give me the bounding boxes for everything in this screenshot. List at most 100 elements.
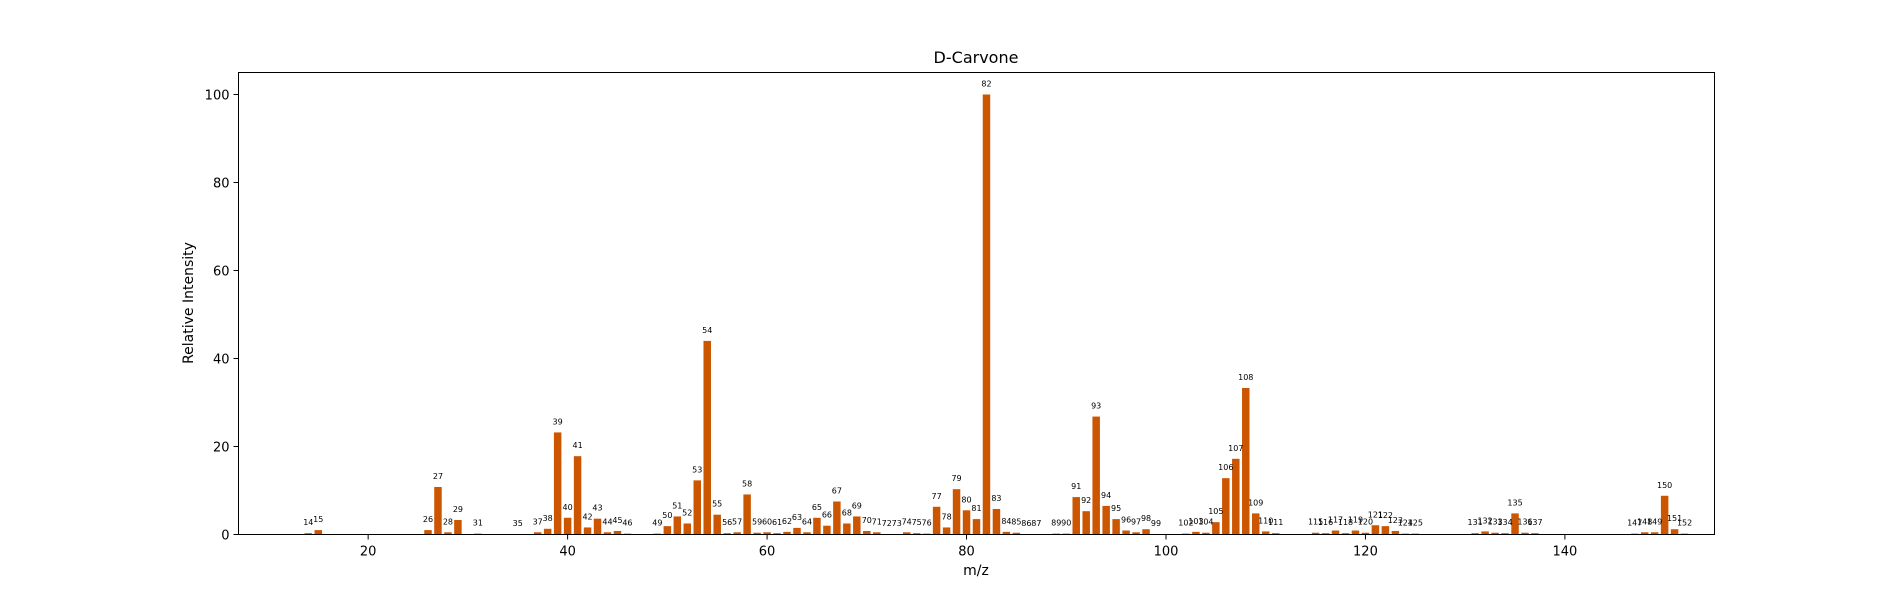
peak-label-mz-125: 125: [1408, 519, 1423, 528]
bar-mz-26: [424, 530, 432, 535]
peak-label-mz-137: 137: [1527, 518, 1542, 527]
bar-mz-53: [693, 480, 701, 535]
bar-mz-51: [673, 516, 682, 535]
bar-mz-95: [1112, 519, 1120, 535]
bar-mz-110: [1261, 531, 1270, 535]
peak-label-mz-50: 50: [662, 511, 672, 520]
bar-mz-79: [952, 489, 961, 535]
bar-mz-29: [454, 519, 462, 535]
bar-mz-119: [1351, 530, 1360, 535]
peak-label-mz-150: 150: [1657, 481, 1672, 490]
peak-label-mz-110: 110: [1258, 516, 1273, 525]
peak-label-mz-81: 81: [971, 504, 981, 513]
bars-group: [304, 94, 1689, 535]
peak-label-mz-29: 29: [453, 505, 463, 514]
peak-label-mz-147: 147: [1627, 519, 1642, 528]
x-tick-label-40: 40: [559, 545, 576, 560]
peak-label-mz-134: 134: [1497, 518, 1512, 527]
x-tick-label-140: 140: [1552, 545, 1577, 560]
peak-label-mz-94: 94: [1101, 491, 1111, 500]
peak-label-mz-63: 63: [792, 513, 802, 522]
peak-label-mz-65: 65: [812, 503, 822, 512]
peak-label-mz-107: 107: [1228, 444, 1243, 453]
peak-label-mz-26: 26: [423, 515, 433, 524]
bar-mz-81: [972, 519, 981, 535]
peak-label-mz-42: 42: [582, 512, 592, 521]
peak-label-mz-40: 40: [563, 503, 573, 512]
peak-label-mz-58: 58: [742, 479, 752, 488]
peak-label-mz-56: 56: [722, 518, 732, 527]
bar-mz-77: [932, 506, 941, 535]
peak-label-mz-123: 123: [1388, 516, 1403, 525]
bar-mz-122: [1381, 526, 1390, 535]
peak-label-mz-91: 91: [1071, 482, 1081, 491]
peak-label-mz-61: 61: [772, 518, 782, 527]
peak-label-mz-80: 80: [961, 495, 971, 504]
peak-label-mz-89: 89: [1051, 519, 1061, 528]
peak-label-mz-103: 103: [1188, 517, 1203, 526]
peak-label-mz-72: 72: [882, 519, 892, 528]
y-axis-label: Relative Intensity: [181, 242, 197, 364]
bar-mz-37: [533, 532, 542, 535]
peak-label-mz-92: 92: [1081, 496, 1091, 505]
bar-mz-38: [543, 528, 552, 535]
bar-mz-134: [1501, 533, 1509, 535]
peak-label-mz-149: 149: [1647, 517, 1662, 526]
peak-label-mz-38: 38: [543, 514, 553, 523]
peak-label-mz-119: 119: [1348, 516, 1363, 525]
peak-label-mz-86: 86: [1021, 519, 1031, 528]
bar-mz-106: [1222, 478, 1230, 535]
bar-mz-103: [1192, 531, 1200, 535]
bar-mz-56: [723, 533, 731, 535]
y-tick-label-20: 20: [213, 441, 230, 456]
peak-label-mz-152: 152: [1677, 519, 1692, 528]
bar-mz-104: [1202, 532, 1210, 535]
bar-mz-83: [992, 508, 1001, 535]
bar-mz-52: [683, 523, 692, 535]
bar-mz-67: [833, 501, 841, 535]
peak-label-mz-97: 97: [1131, 517, 1141, 526]
bar-mz-149: [1650, 532, 1659, 535]
peak-label-mz-57: 57: [732, 517, 742, 526]
bar-mz-40: [563, 517, 572, 535]
peak-label-mz-136: 136: [1517, 518, 1532, 527]
peak-label-mz-133: 133: [1487, 518, 1502, 527]
bar-mz-82: [982, 94, 991, 535]
peak-label-mz-111: 111: [1268, 518, 1283, 527]
x-tick-label-20: 20: [360, 545, 377, 560]
peak-label-mz-83: 83: [991, 494, 1001, 503]
bar-mz-116: [1321, 533, 1330, 535]
bar-mz-80: [962, 510, 971, 535]
bar-mz-136: [1521, 532, 1529, 535]
peak-label-mz-55: 55: [712, 500, 722, 509]
peak-label-mz-27: 27: [433, 472, 443, 481]
bar-mz-75: [912, 533, 921, 535]
peak-label-mz-70: 70: [862, 516, 872, 525]
bar-mz-98: [1142, 529, 1150, 535]
peak-label-mz-131: 131: [1468, 518, 1483, 527]
bar-mz-59: [753, 532, 761, 535]
peak-label-mz-76: 76: [922, 519, 932, 528]
peak-label-mz-116: 116: [1318, 518, 1333, 527]
bar-mz-93: [1092, 416, 1100, 535]
bar-mz-111: [1271, 533, 1280, 535]
peak-label-mz-74: 74: [902, 517, 912, 526]
peak-label-mz-96: 96: [1121, 516, 1131, 525]
bar-mz-91: [1072, 497, 1080, 535]
bar-mz-39: [553, 432, 562, 535]
peak-label-mz-73: 73: [892, 519, 902, 528]
peak-label-mz-69: 69: [852, 501, 862, 510]
y-tick-label-60: 60: [213, 265, 230, 280]
bar-mz-78: [942, 527, 951, 535]
bar-mz-54: [703, 340, 711, 535]
peak-label-mz-43: 43: [592, 504, 602, 513]
peak-label-mz-105: 105: [1208, 507, 1223, 516]
peak-label-mz-124: 124: [1398, 519, 1413, 528]
peak-label-mz-15: 15: [313, 515, 323, 524]
bar-mz-41: [573, 456, 582, 535]
bar-mz-84: [1002, 531, 1011, 535]
bar-mz-137: [1531, 533, 1539, 535]
peak-label-mz-37: 37: [533, 517, 543, 526]
peak-label-mz-117: 117: [1328, 516, 1343, 525]
